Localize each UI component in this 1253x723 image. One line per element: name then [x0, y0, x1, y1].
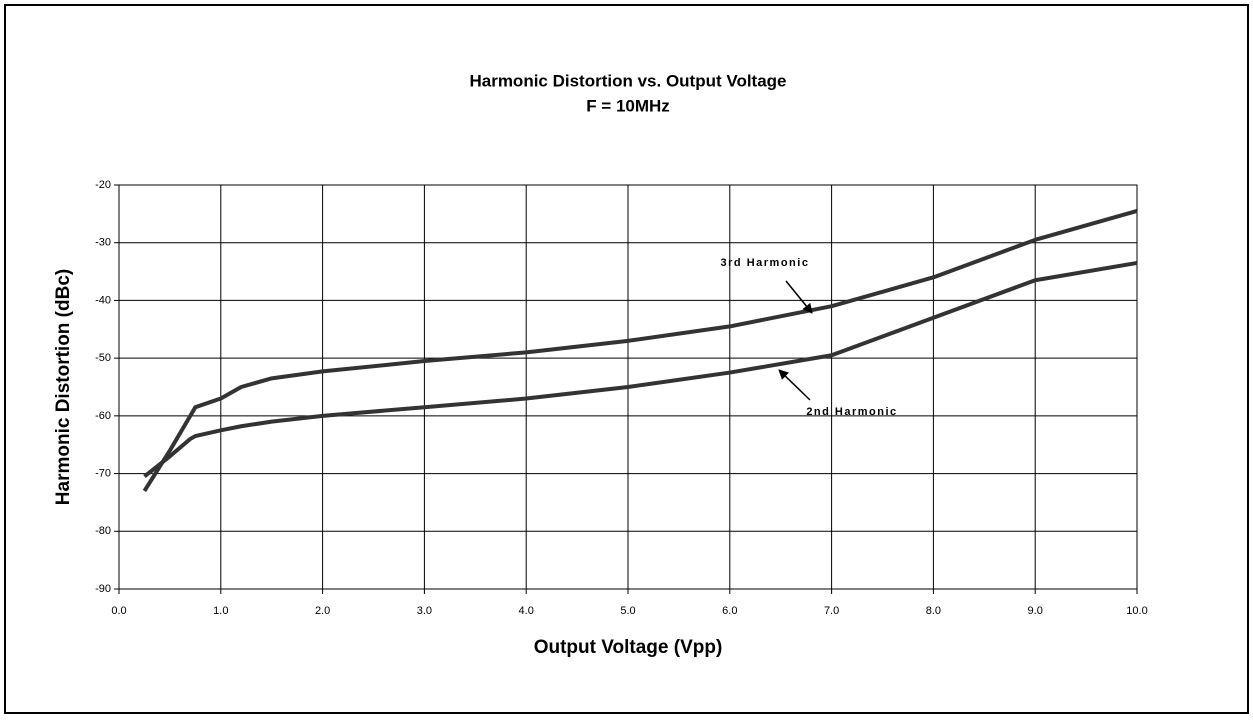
y-tick-label: -90: [95, 583, 111, 595]
series-line: [142, 209, 1138, 492]
annotation-arrow: [785, 280, 813, 314]
plot-area: -90 -80 -70 -60 -50 -40 -30 -20 0.0 1.0 2.0 3.0 4.0 5…: [95, 179, 1148, 617]
x-axis-label: Output Voltage (Vpp): [534, 637, 723, 658]
x-tick-label: 7.0: [824, 605, 839, 617]
chart-subtitle: F = 10MHz: [586, 96, 670, 115]
x-tick-label: 2.0: [315, 605, 330, 617]
y-tick-label: -50: [95, 352, 111, 364]
y-tick-label: -70: [95, 467, 111, 479]
plot-border: [118, 184, 1138, 590]
chart-title: Harmonic Distortion vs. Output Voltage: [469, 71, 786, 90]
y-tick-label: -60: [95, 410, 111, 422]
y-tick-label: -20: [95, 179, 111, 191]
y-tick-label: -40: [95, 294, 111, 306]
x-tick-label: 1.0: [213, 605, 228, 617]
annotation-arrow: [778, 369, 811, 401]
y-tick-label: -30: [95, 237, 111, 249]
x-tick-label: 5.0: [620, 605, 635, 617]
y-axis-label: Harmonic Distortion (dBc): [53, 269, 74, 505]
annotation: 2nd Harmonic: [806, 406, 897, 418]
x-tick-label: 10.0: [1126, 605, 1147, 617]
x-tick-label: 4.0: [519, 605, 534, 617]
x-tick-label: 9.0: [1028, 605, 1043, 617]
x-tick-label: 3.0: [417, 605, 432, 617]
annotation: 3rd Harmonic: [721, 257, 810, 269]
series-line: [143, 260, 1138, 479]
x-tick-label: 8.0: [926, 605, 941, 617]
x-tick-label: 6.0: [722, 605, 737, 617]
y-tick-label: -80: [95, 525, 111, 537]
x-tick-label: 0.0: [111, 605, 126, 617]
